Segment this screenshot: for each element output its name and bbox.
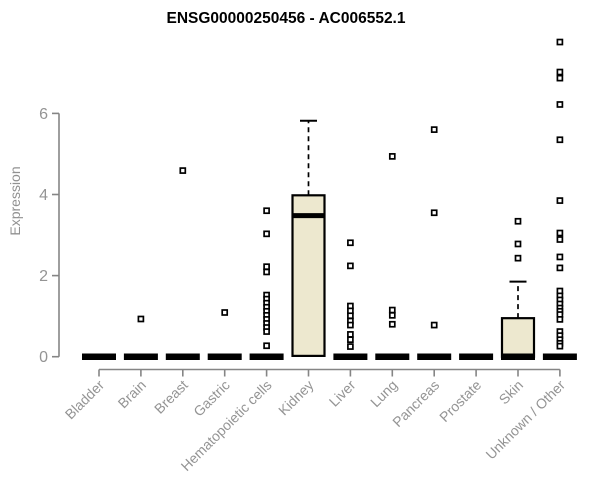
x-tick-label-liver: Liver [326, 377, 359, 410]
x-tick-label-skin: Skin [496, 377, 527, 408]
outlier-point [179, 167, 187, 174]
outlier-point [347, 262, 354, 270]
box-body [500, 317, 536, 358]
boxplot-breast [165, 167, 200, 360]
boxplot-brain [123, 315, 158, 360]
boxplot-pancreas [417, 126, 452, 360]
x-tick-label-unknown-other: Unknown / Other [482, 377, 568, 463]
outlier-point [263, 207, 270, 215]
outlier-point [556, 236, 564, 243]
chart-title: ENSG00000250456 - AC006552.1 [166, 10, 406, 27]
y-tick-label: 0 [39, 349, 48, 366]
boxplot-unknown-other [542, 38, 577, 360]
boxplot-lung [375, 153, 410, 360]
outlier-point [388, 306, 396, 314]
outlier-point [263, 230, 270, 238]
x-tick-label-breast: Breast [151, 377, 191, 417]
outlier-point [347, 343, 354, 350]
boxplot-kidney [291, 119, 326, 357]
outlier-point [556, 342, 564, 350]
outlier-point [556, 197, 564, 204]
boxplot-skin [500, 217, 536, 360]
boxplot-liver [333, 239, 368, 360]
boxplot-hematopoietic-cells [249, 207, 284, 360]
outlier-point [514, 254, 522, 262]
outlier-point [556, 101, 564, 108]
outlier-point [556, 38, 564, 46]
outlier-point [221, 309, 229, 316]
x-tick-label-brain: Brain [115, 377, 149, 411]
outlier-point [430, 126, 438, 133]
y-tick-label: 6 [39, 106, 48, 123]
outlier-point [263, 268, 270, 276]
outlier-point [263, 342, 270, 350]
boxplot-gastric [207, 309, 242, 360]
outlier-point [556, 229, 564, 237]
x-tick-label-lung: Lung [367, 377, 400, 410]
outlier-point [347, 321, 354, 329]
outlier-point [347, 312, 354, 320]
outlier-point [347, 239, 354, 247]
outlier-point [556, 136, 564, 144]
outlier-point [430, 209, 438, 217]
outlier-point [347, 336, 354, 344]
outlier-point [388, 153, 396, 160]
outlier-point [556, 264, 564, 272]
outlier-point [388, 320, 396, 328]
x-tick-label-prostate: Prostate [436, 377, 484, 425]
outlier-point [263, 328, 270, 335]
outlier-point [263, 263, 270, 271]
outlier-point [430, 321, 438, 329]
outlier-point [514, 240, 522, 248]
y-tick-label: 4 [39, 187, 48, 204]
outlier-point [556, 74, 564, 82]
outlier-point [556, 68, 564, 76]
outlier-point [388, 311, 396, 319]
outlier-point [514, 217, 522, 225]
outlier-point [137, 315, 145, 323]
x-tick-label-bladder: Bladder [62, 377, 108, 423]
outlier-point [347, 331, 354, 338]
y-tick-label: 2 [39, 268, 48, 285]
outlier-point [556, 316, 564, 323]
box-body [291, 194, 326, 357]
outlier-point [556, 253, 564, 261]
x-tick-label-pancreas: Pancreas [389, 377, 442, 430]
x-tick-label-kidney: Kidney [275, 377, 317, 419]
